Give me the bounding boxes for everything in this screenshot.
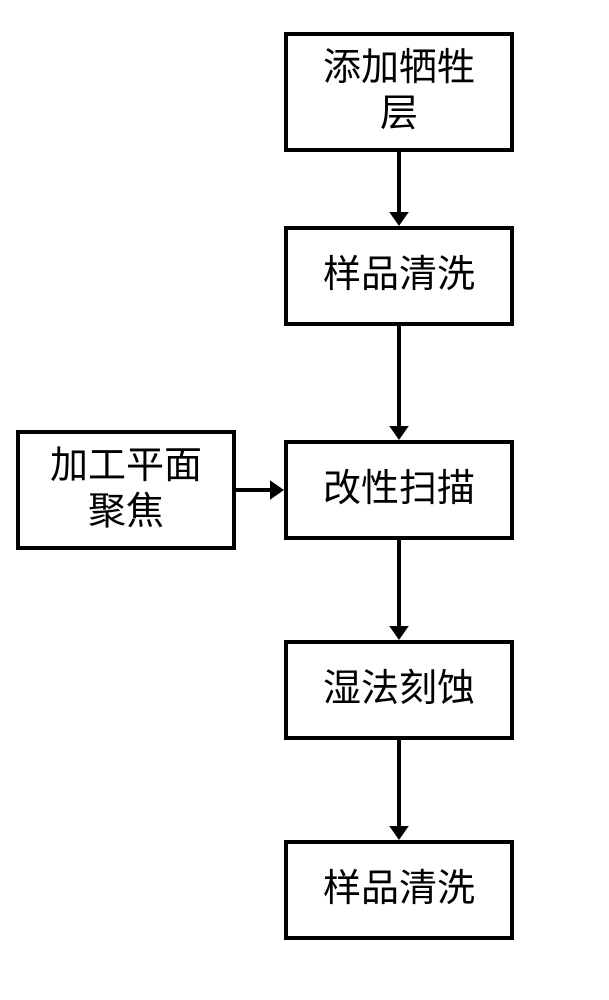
flow-node-add-sacrificial-layer: 添加牺牲 层 [284, 32, 514, 152]
flow-node-label: 湿法刻蚀 [323, 667, 475, 713]
flow-node-label: 添加牺牲 层 [323, 46, 475, 137]
flow-node-label: 加工平面 聚焦 [50, 444, 202, 535]
flow-node-sample-clean-1: 样品清洗 [284, 226, 514, 326]
flow-node-label: 样品清洗 [323, 867, 475, 913]
flow-node-sample-clean-2: 样品清洗 [284, 840, 514, 940]
flow-node-modified-scan: 改性扫描 [284, 440, 514, 540]
flow-node-wet-etch: 湿法刻蚀 [284, 640, 514, 740]
flow-node-process-plane-focus: 加工平面 聚焦 [16, 430, 236, 550]
flow-node-label: 改性扫描 [323, 467, 475, 513]
flow-node-label: 样品清洗 [323, 253, 475, 299]
